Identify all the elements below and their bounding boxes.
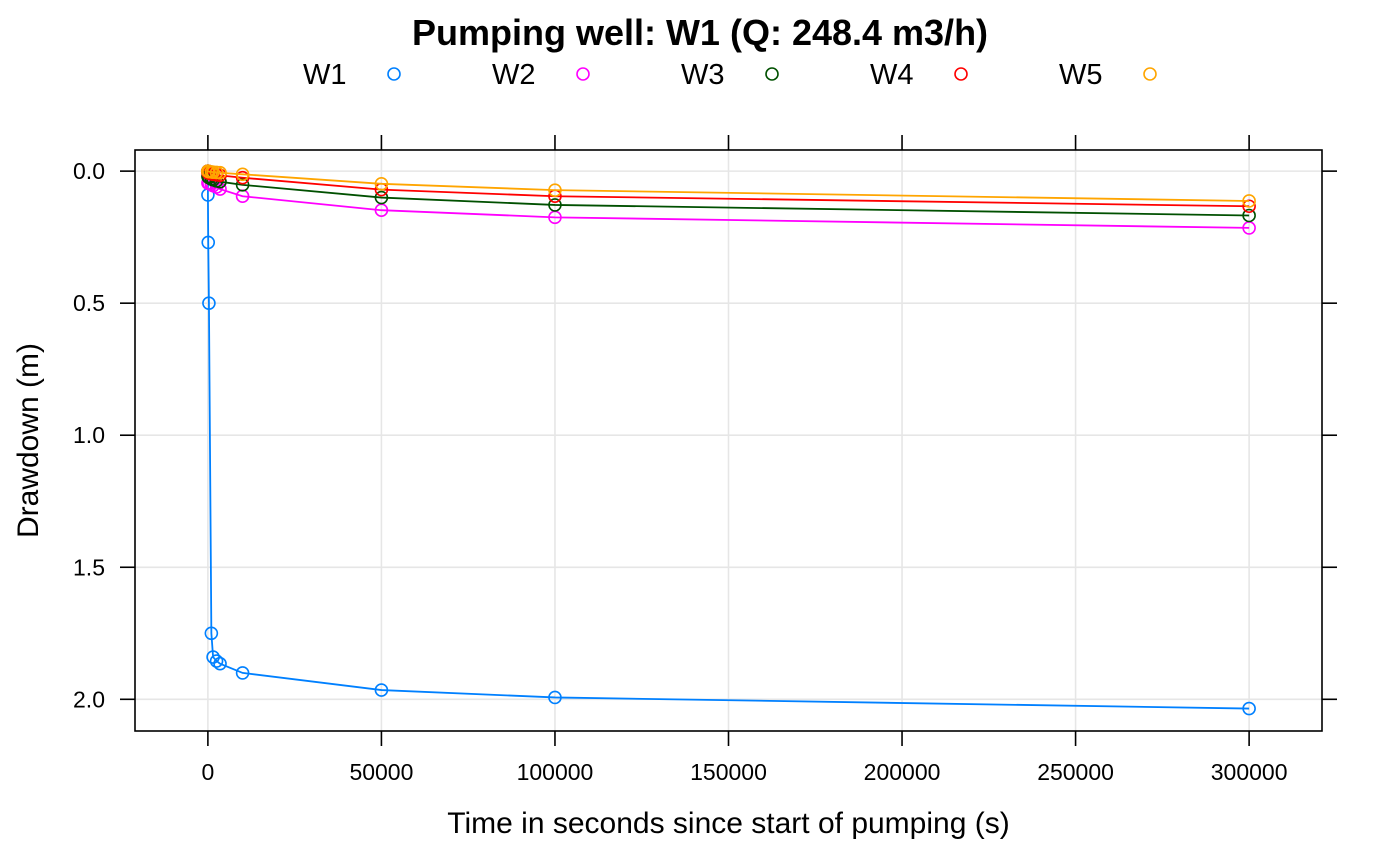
data-point — [1242, 701, 1256, 716]
legend-label: W2 — [492, 59, 536, 91]
legend-label: W5 — [1059, 59, 1103, 91]
y-axis-label: Drawdown (m) — [12, 343, 45, 538]
legend-marker — [387, 67, 401, 81]
grid-lines — [135, 150, 1322, 731]
data-point — [235, 167, 250, 182]
legend-marker — [576, 67, 590, 81]
data-point — [204, 626, 219, 641]
data-point — [1242, 208, 1256, 223]
x-tick-label: 150000 — [690, 759, 767, 785]
legend-item: W1 — [303, 59, 401, 91]
series-layer — [201, 164, 1256, 716]
legend-marker — [765, 67, 779, 81]
data-point — [213, 165, 227, 180]
y-tick-label: 1.0 — [73, 422, 105, 448]
data-point — [202, 296, 216, 310]
y-tick-label: 1.5 — [73, 554, 105, 580]
series-line — [206, 171, 1250, 710]
data-point — [235, 666, 250, 680]
x-tick-label: 300000 — [1211, 759, 1288, 785]
legend-marker — [1143, 67, 1157, 81]
chart-legend: W1 W2 W3 W4 W5 — [303, 59, 1157, 91]
data-point — [213, 656, 227, 671]
y-tick-label: 0.0 — [73, 158, 105, 184]
chart-title: Pumping well: W1 (Q: 248.4 m3/h) — [412, 12, 988, 53]
legend-label: W1 — [303, 59, 347, 91]
y-tick-label: 2.0 — [73, 686, 105, 712]
legend-label: W4 — [870, 59, 914, 91]
x-tick-label: 50000 — [349, 759, 413, 785]
data-point — [374, 190, 389, 205]
legend-item: W5 — [1059, 59, 1157, 91]
legend-label: W3 — [681, 59, 725, 91]
data-point — [548, 198, 562, 212]
series-w5 — [201, 164, 1256, 208]
data-point — [213, 182, 227, 196]
legend-item: W4 — [870, 59, 968, 91]
data-point — [235, 178, 250, 192]
x-tick-label: 100000 — [517, 759, 594, 785]
data-point — [374, 177, 389, 191]
x-axis-label: Time in seconds since start of pumping (… — [447, 807, 1009, 840]
legend-marker — [954, 67, 968, 81]
legend-item: W2 — [492, 59, 590, 91]
x-tick-label: 0 — [201, 759, 214, 785]
data-point — [235, 170, 250, 185]
x-tick-label: 200000 — [864, 759, 941, 785]
data-point — [1242, 194, 1256, 208]
data-point — [548, 690, 562, 705]
data-point — [201, 235, 216, 250]
data-point — [374, 683, 389, 697]
data-point — [209, 654, 224, 668]
legend-item: W3 — [681, 59, 779, 91]
x-tick-label: 250000 — [1037, 759, 1114, 785]
data-point — [548, 183, 562, 197]
axes: 0 50000 100000 150000 200000 250000 300000 0.0 0… — [73, 135, 1337, 785]
y-tick-label: 0.5 — [73, 290, 105, 316]
